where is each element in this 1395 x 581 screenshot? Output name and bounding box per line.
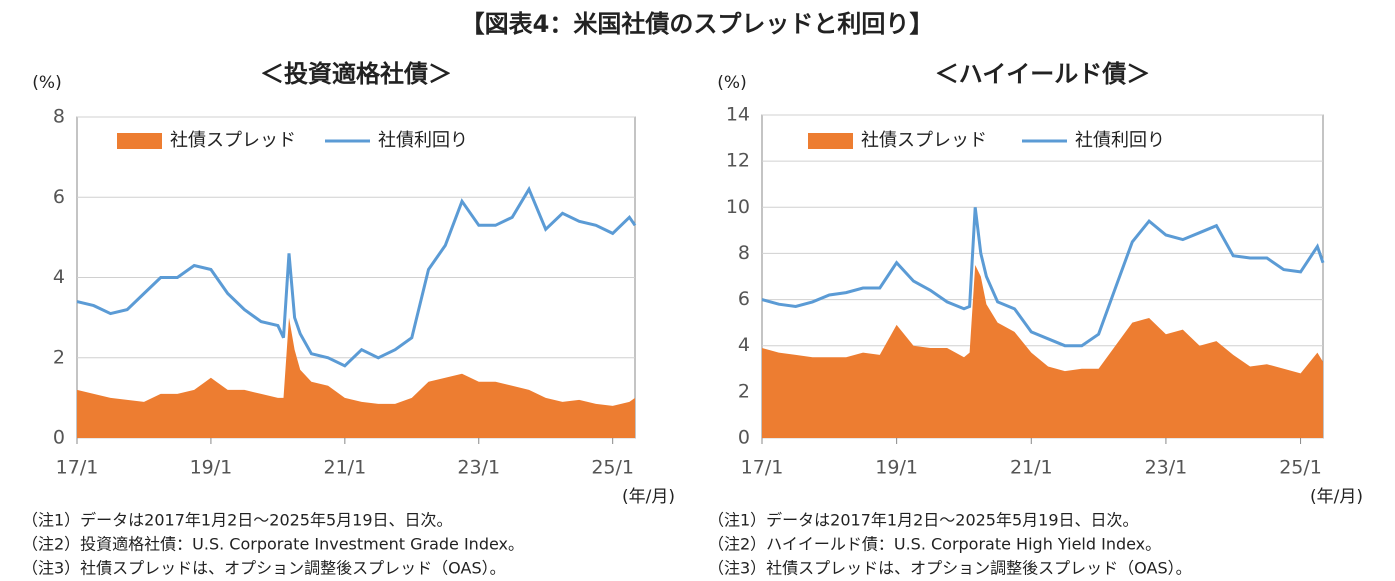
- y-tick-label: 6: [738, 288, 750, 310]
- yield-line: [76, 185, 637, 368]
- y-tick-label: 2: [53, 346, 65, 368]
- y-tick-label: 0: [738, 427, 750, 449]
- y-axis-unit: (%): [717, 73, 746, 93]
- note: （注3）社債スプレッドは、オプション調整後スプレッド（OAS）。: [22, 559, 506, 578]
- x-tick-label: 19/1: [190, 457, 233, 479]
- note: （注2）ハイイールド債：U.S. Corporate High Yield In…: [708, 535, 1161, 554]
- x-tick-label: 21/1: [1010, 457, 1053, 479]
- x-axis-unit: (年/月): [622, 487, 675, 507]
- x-tick-label: 19/1: [875, 457, 918, 479]
- x-tick-label: 23/1: [457, 457, 500, 479]
- y-tick-label: 8: [738, 242, 750, 264]
- legend-label: 社債スプレッド: [861, 130, 987, 151]
- x-axis-unit: (年/月): [1310, 487, 1363, 507]
- legend-label: 社債利回り: [378, 130, 468, 151]
- y-tick-label: 8: [53, 106, 65, 128]
- spread-area: [762, 265, 1323, 438]
- note: （注3）社債スプレッドは、オプション調整後スプレッド（OAS）。: [708, 559, 1192, 578]
- x-tick-label: 23/1: [1145, 457, 1188, 479]
- legend-swatch: [808, 133, 853, 149]
- chart-title: ＜ハイイールド債＞: [935, 60, 1151, 88]
- chart-title: ＜投資適格社債＞: [260, 60, 452, 88]
- note: （注2）投資適格社債：U.S. Corporate Investment Gra…: [22, 535, 524, 554]
- y-tick-label: 4: [738, 334, 750, 356]
- yield-line: [761, 207, 1325, 348]
- legend-swatch: [117, 133, 162, 149]
- legend-label: 社債利回り: [1075, 130, 1165, 151]
- page-title: 【図表4：米国社債のスプレッドと利回り】: [461, 10, 934, 38]
- spread-area: [77, 317, 635, 438]
- y-tick-label: 12: [726, 150, 750, 172]
- y-tick-label: 10: [726, 196, 750, 218]
- x-tick-label: 21/1: [324, 457, 367, 479]
- y-tick-label: 4: [53, 266, 65, 288]
- y-tick-label: 2: [738, 380, 750, 402]
- legend-label: 社債スプレッド: [170, 130, 296, 151]
- x-tick-label: 25/1: [1279, 457, 1322, 479]
- y-tick-label: 14: [726, 104, 750, 126]
- y-tick-label: 6: [53, 186, 65, 208]
- x-tick-label: 25/1: [591, 457, 634, 479]
- note: （注1）データは2017年1月2日～2025年5月19日、日次。: [708, 511, 1139, 530]
- y-axis-unit: (%): [32, 73, 61, 93]
- y-tick-label: 0: [53, 427, 65, 449]
- note: （注1）データは2017年1月2日～2025年5月19日、日次。: [22, 511, 453, 530]
- x-tick-label: 17/1: [741, 457, 784, 479]
- x-tick-label: 17/1: [56, 457, 99, 479]
